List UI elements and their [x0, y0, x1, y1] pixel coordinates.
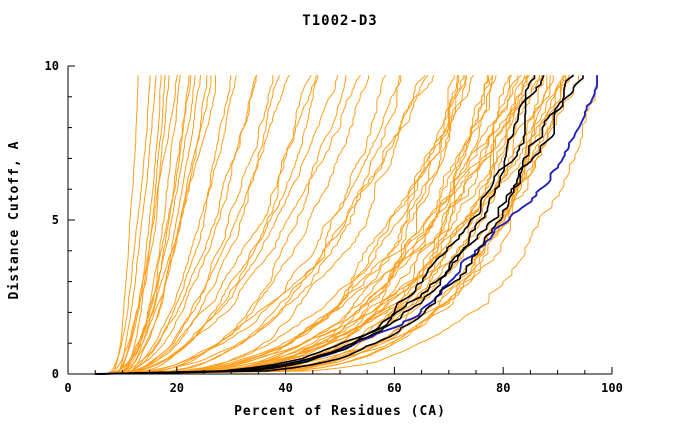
svg-text:40: 40	[278, 381, 292, 395]
svg-text:0: 0	[64, 381, 71, 395]
chart-title: T1002-D3	[302, 13, 378, 29]
svg-text:5: 5	[52, 213, 59, 227]
svg-text:0: 0	[52, 367, 59, 381]
svg-text:100: 100	[601, 381, 623, 395]
svg-text:10: 10	[45, 59, 59, 73]
svg-text:80: 80	[496, 381, 510, 395]
svg-text:60: 60	[387, 381, 401, 395]
svg-text:Distance Cutoff, A: Distance Cutoff, A	[7, 141, 22, 300]
svg-text:Percent of Residues (CA): Percent of Residues (CA)	[234, 404, 446, 419]
svg-text:20: 20	[170, 381, 184, 395]
